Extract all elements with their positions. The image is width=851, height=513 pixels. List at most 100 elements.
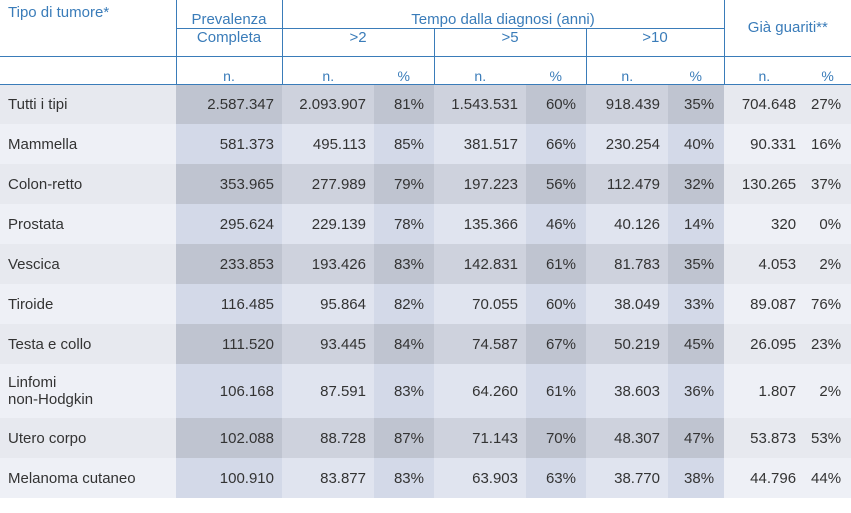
cell-gt2-n: 193.426 <box>282 244 374 284</box>
cell-prev: 100.910 <box>176 458 282 498</box>
cell-gt5-p: 60% <box>526 284 586 324</box>
subhead-pct: % <box>374 56 434 84</box>
cell-gt2-n: 495.113 <box>282 124 374 164</box>
cell-gt5-p: 61% <box>526 244 586 284</box>
cell-gt5-p: 60% <box>526 84 586 124</box>
cell-cured-p: 44% <box>804 458 851 498</box>
cell-gt2-p: 78% <box>374 204 434 244</box>
cell-gt2-p: 87% <box>374 418 434 458</box>
table-row: Testa e collo111.52093.44584%74.58767%50… <box>0 324 851 364</box>
cell-gt10-p: 32% <box>668 164 724 204</box>
table-row: Mammella581.373495.11385%381.51766%230.2… <box>0 124 851 164</box>
cell-gt2-p: 83% <box>374 364 434 418</box>
cell-gt10-p: 40% <box>668 124 724 164</box>
cell-cured-n: 53.873 <box>724 418 804 458</box>
cell-label: Vescica <box>0 244 176 284</box>
cell-gt10-p: 45% <box>668 324 724 364</box>
cell-gt5-n: 1.543.531 <box>434 84 526 124</box>
subhead-n: n. <box>724 56 804 84</box>
cell-prev: 106.168 <box>176 364 282 418</box>
cell-gt10-p: 33% <box>668 284 724 324</box>
col-group-time-since: Tempo dalla diagnosi (anni) <box>282 0 724 28</box>
cell-cured-p: 53% <box>804 418 851 458</box>
cell-cured-p: 76% <box>804 284 851 324</box>
cell-gt10-p: 14% <box>668 204 724 244</box>
cell-prev: 116.485 <box>176 284 282 324</box>
cell-gt2-p: 79% <box>374 164 434 204</box>
subhead-pct: % <box>668 56 724 84</box>
tumor-prevalence-table: Tipo di tumore* Prevalenza Tempo dalla d… <box>0 0 851 498</box>
cell-gt5-p: 66% <box>526 124 586 164</box>
cell-prev: 2.587.347 <box>176 84 282 124</box>
cell-gt2-n: 88.728 <box>282 418 374 458</box>
col-cured: Già guariti** <box>724 0 851 56</box>
cell-gt5-n: 74.587 <box>434 324 526 364</box>
subhead-blank <box>0 56 176 84</box>
cell-gt5-p: 56% <box>526 164 586 204</box>
cell-gt5-n: 135.366 <box>434 204 526 244</box>
cell-gt2-p: 83% <box>374 244 434 284</box>
table-row: Tutti i tipi2.587.3472.093.90781%1.543.5… <box>0 84 851 124</box>
cell-gt2-n: 95.864 <box>282 284 374 324</box>
subhead-n: n. <box>282 56 374 84</box>
cell-gt5-p: 46% <box>526 204 586 244</box>
table-row: Colon-retto353.965277.98979%197.22356%11… <box>0 164 851 204</box>
cell-label: Mammella <box>0 124 176 164</box>
cell-gt10-p: 38% <box>668 458 724 498</box>
cell-label: Melanoma cutaneo <box>0 458 176 498</box>
cell-gt2-n: 87.591 <box>282 364 374 418</box>
cell-gt10-n: 40.126 <box>586 204 668 244</box>
cell-gt2-n: 229.139 <box>282 204 374 244</box>
cell-prev: 102.088 <box>176 418 282 458</box>
cell-prev: 233.853 <box>176 244 282 284</box>
cell-cured-p: 2% <box>804 364 851 418</box>
cell-cured-p: 2% <box>804 244 851 284</box>
cell-gt5-p: 63% <box>526 458 586 498</box>
cell-prev: 295.624 <box>176 204 282 244</box>
cell-cured-n: 704.648 <box>724 84 804 124</box>
col-complete: Completa <box>176 28 282 56</box>
cell-label: Colon-retto <box>0 164 176 204</box>
cell-gt5-n: 70.055 <box>434 284 526 324</box>
table-header: Tipo di tumore* Prevalenza Tempo dalla d… <box>0 0 851 84</box>
cell-gt5-n: 197.223 <box>434 164 526 204</box>
table-row: Utero corpo102.08888.72887%71.14370%48.3… <box>0 418 851 458</box>
table-row: Melanoma cutaneo100.91083.87783%63.90363… <box>0 458 851 498</box>
cell-gt10-n: 918.439 <box>586 84 668 124</box>
cell-gt10-p: 47% <box>668 418 724 458</box>
cell-gt10-n: 112.479 <box>586 164 668 204</box>
cell-cured-n: 4.053 <box>724 244 804 284</box>
cell-label: Testa e collo <box>0 324 176 364</box>
cell-gt5-p: 70% <box>526 418 586 458</box>
cell-label: Utero corpo <box>0 418 176 458</box>
cell-gt2-p: 82% <box>374 284 434 324</box>
cell-cured-n: 44.796 <box>724 458 804 498</box>
cell-gt5-n: 63.903 <box>434 458 526 498</box>
cell-gt5-n: 142.831 <box>434 244 526 284</box>
cell-gt10-n: 38.770 <box>586 458 668 498</box>
cell-gt2-n: 83.877 <box>282 458 374 498</box>
cell-gt2-p: 83% <box>374 458 434 498</box>
cell-cured-p: 37% <box>804 164 851 204</box>
cell-prev: 581.373 <box>176 124 282 164</box>
cell-gt10-n: 230.254 <box>586 124 668 164</box>
cell-gt10-n: 48.307 <box>586 418 668 458</box>
cell-gt10-p: 35% <box>668 244 724 284</box>
subhead-pct: % <box>526 56 586 84</box>
cell-gt10-p: 36% <box>668 364 724 418</box>
cell-gt5-n: 71.143 <box>434 418 526 458</box>
cell-cured-n: 130.265 <box>724 164 804 204</box>
cell-gt2-p: 84% <box>374 324 434 364</box>
cell-cured-n: 1.807 <box>724 364 804 418</box>
table-row: Vescica233.853193.42683%142.83161%81.783… <box>0 244 851 284</box>
cell-prev: 111.520 <box>176 324 282 364</box>
cell-gt5-p: 67% <box>526 324 586 364</box>
cell-gt2-n: 93.445 <box>282 324 374 364</box>
cell-label: Prostata <box>0 204 176 244</box>
cell-cured-n: 90.331 <box>724 124 804 164</box>
col-tumor-type: Tipo di tumore* <box>0 0 176 56</box>
cell-cured-n: 89.087 <box>724 284 804 324</box>
cell-gt2-p: 85% <box>374 124 434 164</box>
col-gt2: >2 <box>282 28 434 56</box>
cell-gt2-n: 277.989 <box>282 164 374 204</box>
